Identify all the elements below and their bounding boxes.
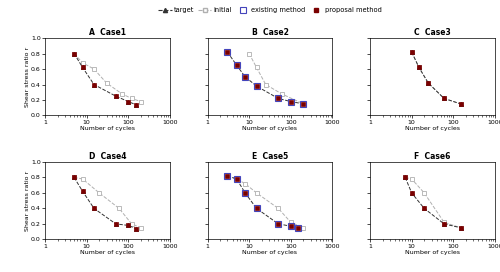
X-axis label: Number of cycles: Number of cycles (242, 126, 298, 131)
Y-axis label: Shear stress ratio r: Shear stress ratio r (24, 171, 29, 231)
Y-axis label: Shear stress ratio r: Shear stress ratio r (24, 47, 29, 107)
Title: A  Case1: A Case1 (89, 28, 126, 37)
Title: E  Case5: E Case5 (252, 152, 288, 161)
X-axis label: Number of cycles: Number of cycles (405, 250, 460, 255)
X-axis label: Number of cycles: Number of cycles (242, 250, 298, 255)
X-axis label: Number of cycles: Number of cycles (80, 250, 135, 255)
X-axis label: Number of cycles: Number of cycles (80, 126, 135, 131)
Title: D  Case4: D Case4 (88, 152, 126, 161)
Legend: target, initial, existing method, proposal method: target, initial, existing method, propos… (156, 5, 384, 16)
Title: B  Case2: B Case2 (252, 28, 288, 37)
X-axis label: Number of cycles: Number of cycles (405, 126, 460, 131)
Title: F  Case6: F Case6 (414, 152, 450, 161)
Title: C  Case3: C Case3 (414, 28, 451, 37)
